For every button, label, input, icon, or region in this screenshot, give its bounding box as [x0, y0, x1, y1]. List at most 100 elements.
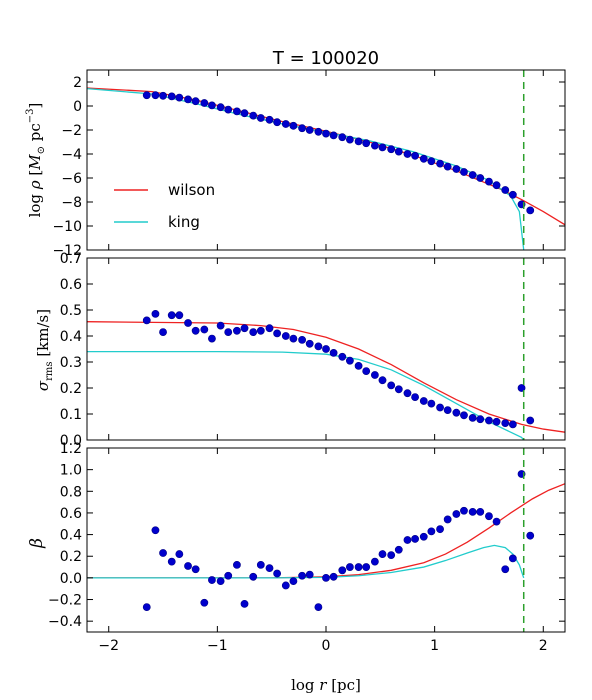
velocity-dispersion-ytick-label: 0.6 [60, 277, 82, 293]
xtick-label: 1 [430, 638, 439, 654]
anisotropy-data-point [492, 517, 501, 526]
velocity-dispersion-data-point [298, 335, 306, 344]
velocity-dispersion-data-point [249, 328, 258, 336]
density-ytick-label: −8 [61, 195, 82, 211]
density-data-point [354, 137, 363, 146]
velocity-dispersion-data-point [526, 416, 535, 425]
anisotropy-data-point [427, 527, 436, 536]
velocity-dispersion-ytick-label: 0.5 [60, 303, 82, 319]
density-data-point [485, 177, 493, 186]
density-plot-area [87, 87, 565, 250]
anisotropy-data-point [322, 573, 330, 582]
anisotropy-data-point [345, 563, 354, 571]
velocity-dispersion-data-point [240, 324, 249, 333]
density-data-point [314, 127, 323, 136]
svg-text:log ρ [M⊙ pc−3]: log ρ [M⊙ pc−3] [25, 103, 47, 218]
density-ytick-label: −6 [61, 171, 82, 187]
legend: wilson king [114, 181, 215, 231]
density-ytick-label: 2 [73, 75, 82, 91]
velocity-dispersion-data-point [468, 413, 477, 422]
density-data-point [322, 129, 330, 138]
density-data-point [256, 114, 265, 122]
velocity-dispersion-data-point [403, 389, 412, 398]
anisotropy-data-point [354, 563, 363, 571]
velocity-dispersion-data-point [476, 415, 485, 424]
density-data-point [159, 91, 167, 100]
xtick-label: −2 [98, 638, 119, 654]
velocity-dispersion-data-point [485, 416, 493, 425]
anisotropy-data-point [436, 525, 444, 534]
density-data-point [289, 121, 298, 130]
density-data-point [345, 135, 354, 144]
anisotropy-ytick-label: 0.0 [60, 571, 82, 587]
velocity-dispersion-data-point [517, 384, 526, 392]
density-data-point [273, 118, 282, 127]
velocity-dispersion-data-point [159, 328, 167, 336]
velocity-dispersion-data-point [233, 326, 241, 335]
density-data-point [240, 109, 249, 118]
density-data-point [460, 168, 468, 176]
anisotropy-ylabel: β [27, 538, 47, 549]
density-ytick-label: −12 [52, 243, 82, 259]
density-data-point [224, 105, 233, 114]
anisotropy-data-point [387, 551, 396, 560]
density-data-point [411, 151, 419, 160]
density-data-point [208, 101, 216, 110]
velocity-dispersion-data-point [167, 311, 176, 320]
density-data-point [427, 157, 436, 166]
anisotropy-data-point [298, 571, 306, 580]
density-data-point [329, 131, 338, 140]
density-data-point [200, 99, 209, 107]
anisotropy-data-point [452, 510, 461, 518]
anisotropy-data-point [273, 569, 282, 578]
anisotropy-ytick-label: −0.4 [48, 614, 82, 630]
velocity-dispersion-ytick-label: 0.3 [60, 355, 82, 371]
xtick-label: 2 [539, 638, 548, 654]
density-data-point [142, 91, 151, 100]
velocity-dispersion-data-point [151, 309, 160, 318]
density-ylabel: log ρ [M⊙ pc−3] [25, 103, 47, 218]
anisotropy-data-point [403, 536, 412, 544]
anisotropy-ytick-label: 0.4 [60, 528, 82, 544]
velocity-dispersion-data-point [370, 371, 379, 379]
anisotropy-ytick-label: 0.8 [60, 484, 82, 500]
anisotropy-data-point [468, 507, 477, 516]
density-data-point [452, 165, 461, 173]
velocity-dispersion-data-point [378, 376, 387, 385]
velocity-dispersion-data-point [501, 419, 510, 427]
velocity-dispersion-ytick-label: 0.1 [60, 407, 82, 423]
anisotropy-data-point [184, 562, 192, 570]
density-data-point [191, 97, 200, 106]
legend-label-wilson: wilson [168, 181, 215, 199]
anisotropy-data-point [362, 563, 371, 571]
anisotropy-panel: 1.2 1.0 0.8 0.6 0.4 0.2 0.0 −0.2 −0.4 −2 −1 0 1 2 [48, 441, 566, 654]
density-data-point [216, 103, 225, 112]
velocity-dispersion-data-point [338, 352, 347, 361]
legend-label-king: king [168, 213, 200, 231]
velocity-dispersion-data-point [492, 417, 501, 426]
anisotropy-data-point [265, 564, 274, 573]
density-data-point [167, 92, 176, 101]
velocity-dispersion-data-point [443, 406, 452, 414]
svg-text:σrms [km/s]: σrms [km/s] [34, 309, 55, 391]
velocity-dispersion-data-point [460, 411, 468, 420]
anisotropy-data-point [378, 550, 387, 558]
anisotropy-data-point [208, 576, 216, 584]
density-data-point [298, 124, 306, 133]
anisotropy-data-point [411, 535, 419, 543]
velocity-dispersion-data-point [329, 348, 338, 357]
density-data-point [265, 115, 274, 124]
anisotropy-data-point [159, 549, 167, 557]
anisotropy-data-point [485, 512, 493, 521]
velocity-dispersion-data-point [184, 319, 192, 327]
anisotropy-ytick-label: 0.2 [60, 549, 82, 565]
anisotropy-data-point [224, 571, 233, 580]
density-data-point [492, 181, 501, 190]
velocity-dispersion-data-point [273, 329, 282, 338]
anisotropy-data-point [289, 577, 298, 586]
velocity-dispersion-curve-wilson [87, 321, 565, 433]
anisotropy-data-point [216, 577, 225, 586]
density-data-point [338, 133, 347, 142]
velocity-dispersion-data-point [387, 381, 396, 390]
density-panel: 2 0 −2 −4 −6 −8 −10 −12 [52, 69, 566, 259]
